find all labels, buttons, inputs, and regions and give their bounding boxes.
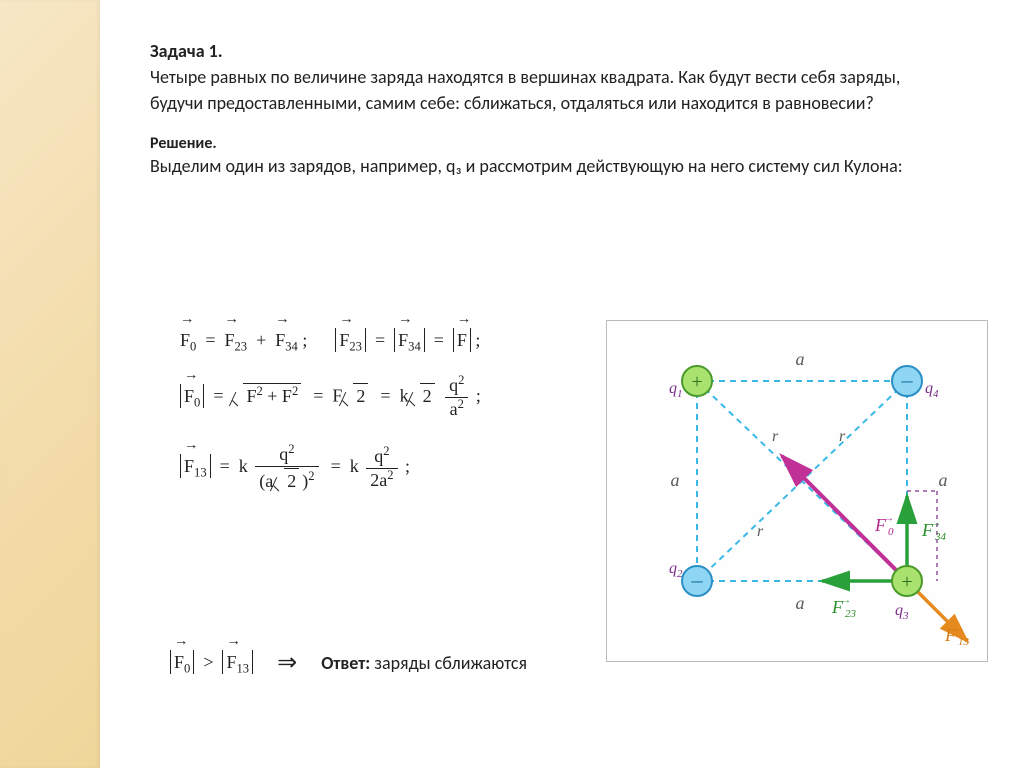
answer-text: заряды сближаются [374, 652, 527, 674]
content-area: Задача 1. Четыре равных по величине заря… [150, 40, 994, 179]
answer-line: F0 > F13 ⇒ Ответ: заряды сближаются [170, 648, 527, 677]
equation-3: F13 = k q2(a2)2 = k q22a2 ; [180, 444, 600, 492]
solution-heading: Решение. [150, 134, 994, 153]
svg-text:q3: q3 [895, 602, 909, 622]
diag-label-r2: r [839, 428, 846, 445]
answer-label: Ответ: [321, 652, 370, 674]
svg-text:F→23: F→23 [831, 595, 857, 620]
side-label-a-left: a [671, 470, 680, 490]
equation-2: F0 = F2 + F2 = F2 = k2 q2a2 ; [180, 375, 600, 420]
equation-1: F0 = F23 + F34 ; F23 = F34 = F ; [180, 330, 600, 351]
svg-text:+: + [691, 371, 702, 393]
svg-text:q4: q4 [925, 380, 939, 400]
side-label-a-bottom: a [796, 593, 805, 613]
implies-icon: ⇒ [277, 648, 297, 677]
svg-text:–: – [691, 567, 704, 592]
solution-text: Выделим один из зарядов, например, q₃ и … [150, 153, 930, 179]
svg-text:F→0: F→0 [874, 513, 894, 538]
svg-text:q2: q2 [669, 560, 683, 580]
problem-text: Четыре равных по величине заряда находят… [150, 64, 930, 116]
svg-text:+: + [901, 571, 912, 593]
diag-label-r1: r [772, 428, 779, 445]
side-label-a-top: a [796, 349, 805, 369]
side-label-a-right: a [939, 470, 948, 490]
svg-text:q1: q1 [669, 380, 683, 400]
svg-text:F→34: F→34 [921, 518, 947, 543]
problem-title: Задача 1. [150, 40, 994, 62]
force-diagram: + – – + q1 q4 q2 q3 a a a a r r r F→0 F→… [606, 320, 988, 662]
svg-text:F→13: F→13 [944, 623, 970, 648]
svg-text:–: – [901, 367, 914, 392]
diag-label-r3: r [757, 523, 764, 540]
formula-block: F0 = F23 + F34 ; F23 = F34 = F ; F0 = F2… [180, 330, 600, 516]
decorative-left-band [0, 0, 100, 768]
